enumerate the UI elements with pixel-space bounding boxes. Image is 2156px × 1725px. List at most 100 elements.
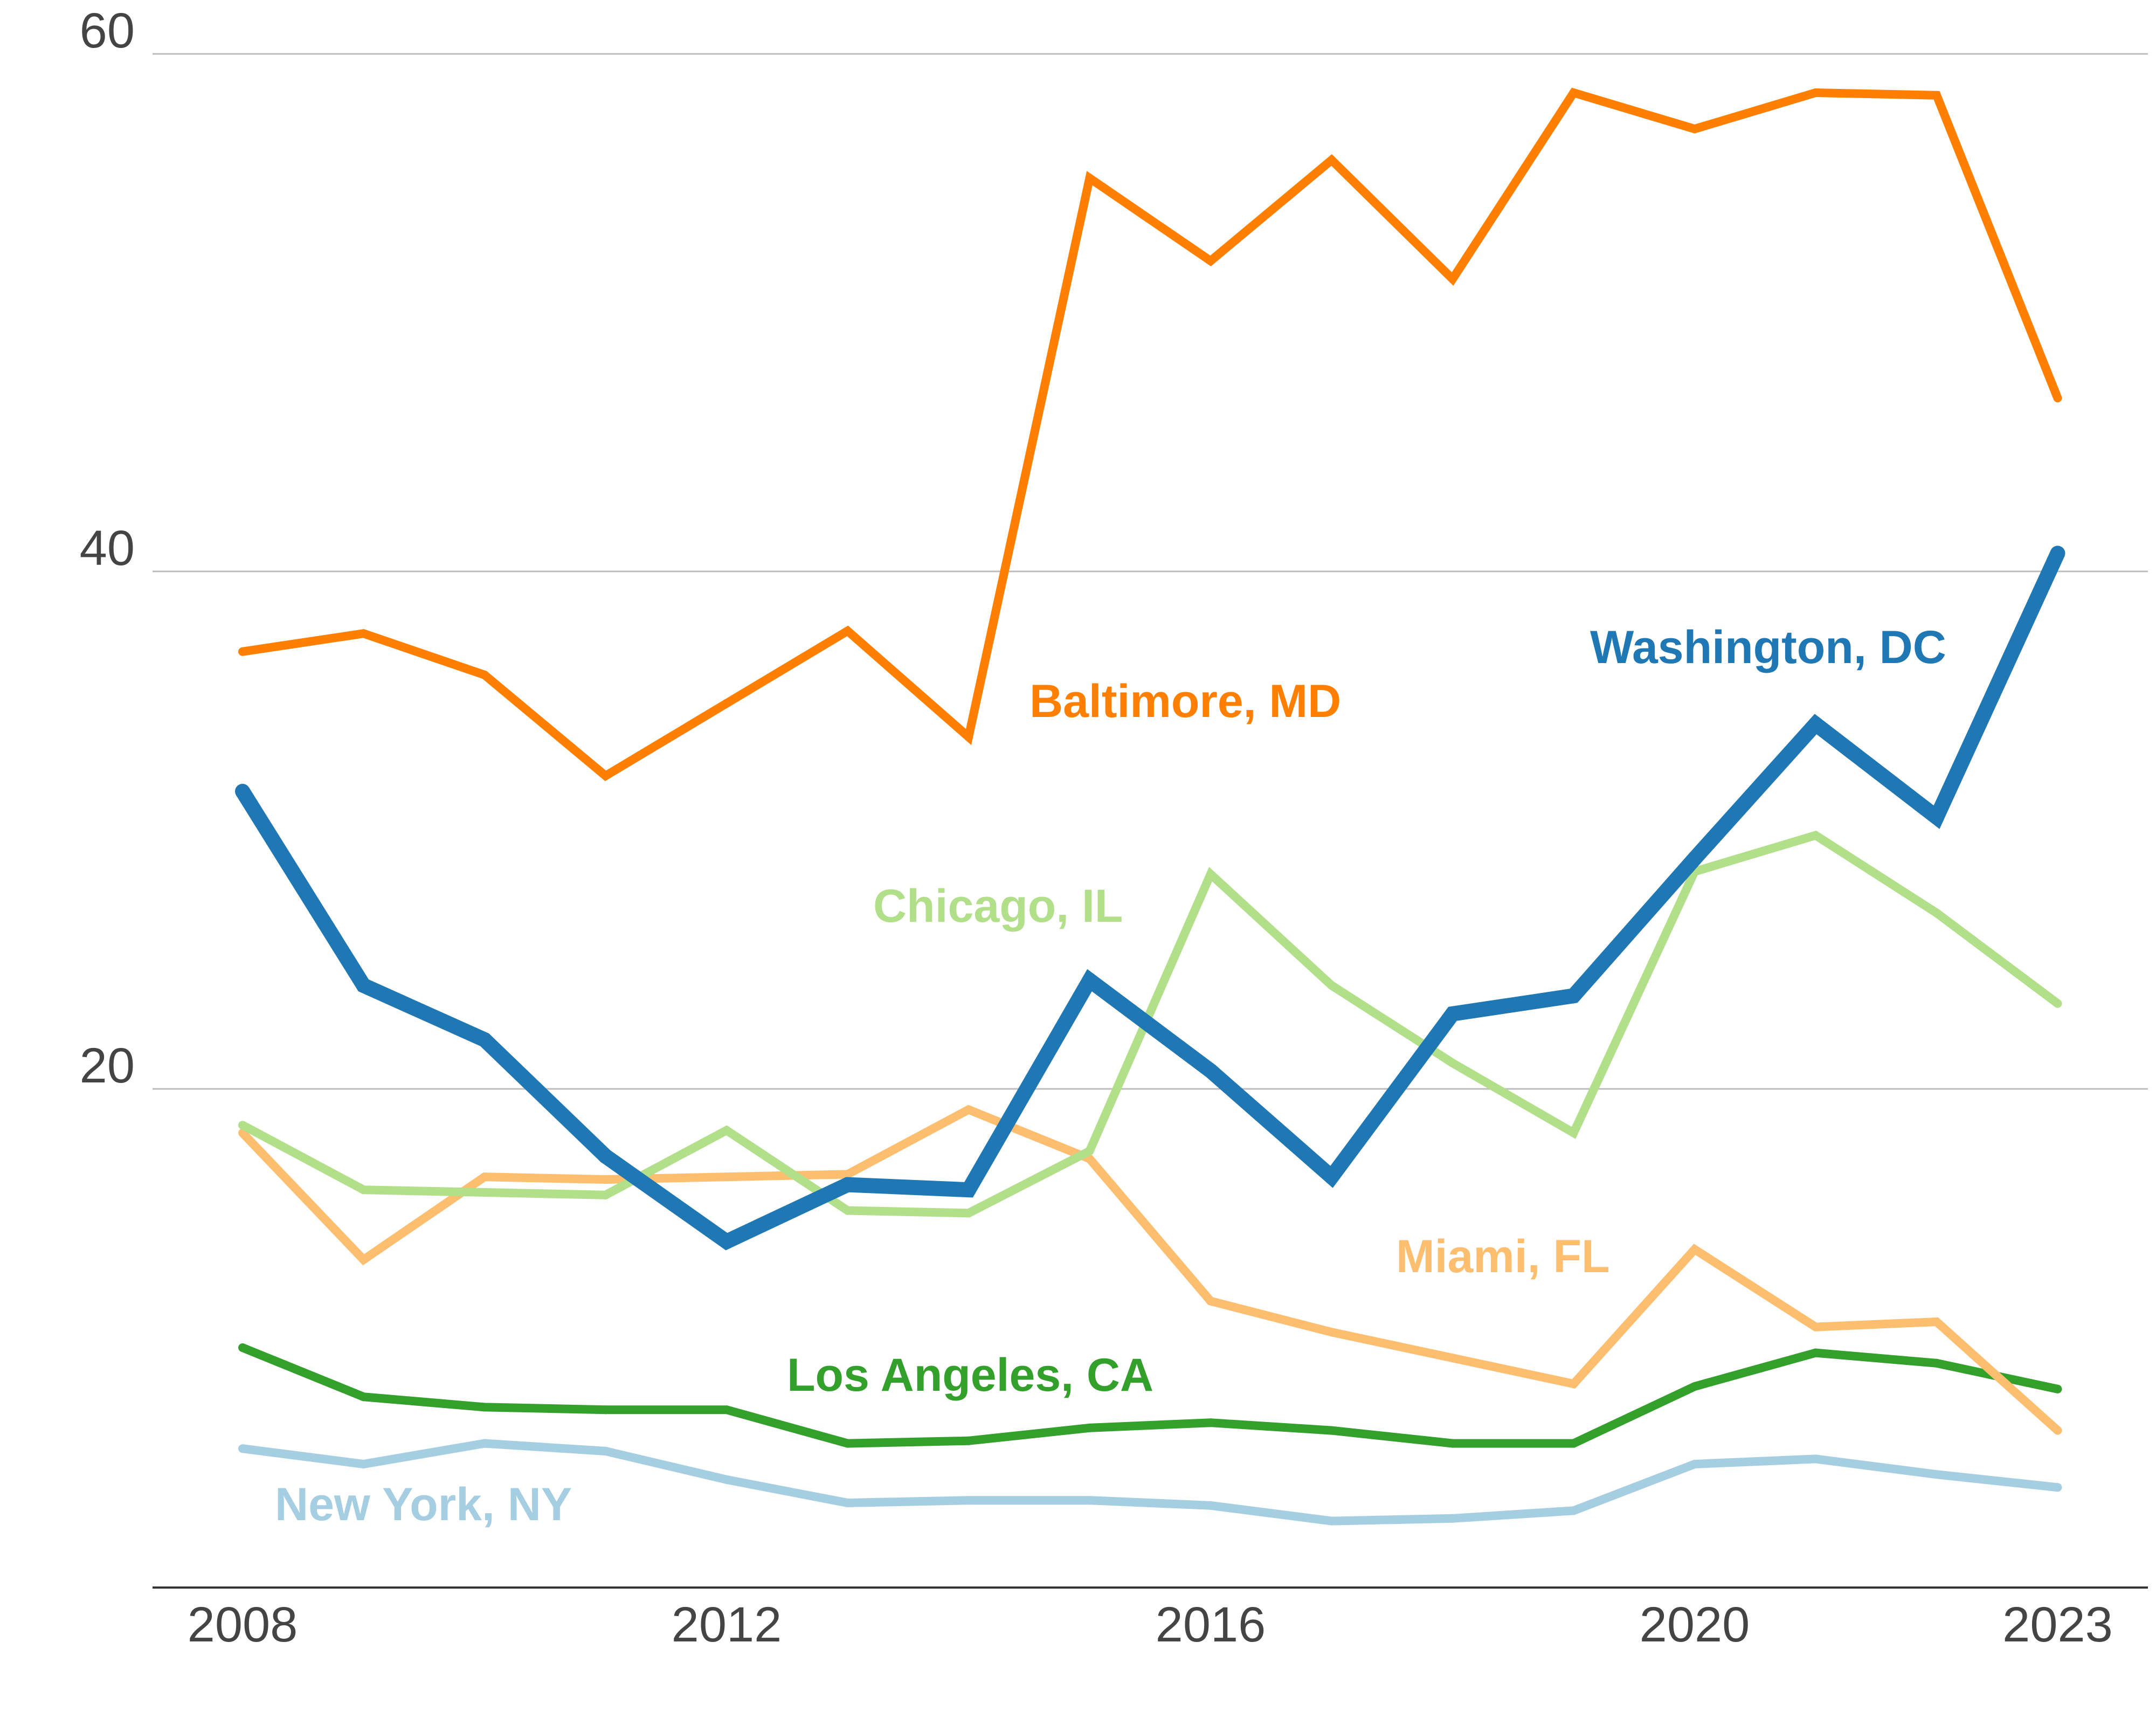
data-point-baltimore-md-2020 bbox=[1690, 125, 1699, 134]
data-point-chicago-il-2011 bbox=[601, 1190, 610, 1199]
series-labels: New York, NY Los Angeles, CA Miami, FL Chic… bbox=[275, 622, 1946, 1530]
data-point-chicago-il-2022 bbox=[1932, 908, 1941, 917]
data-point-new-york-ny-2022 bbox=[1932, 1470, 1941, 1479]
series-line-chicago-il bbox=[240, 830, 2061, 1218]
series-points-washington-dc bbox=[235, 546, 2065, 1250]
data-point-chicago-il-2021 bbox=[1811, 831, 1820, 840]
x-tick-label-2023: 2023 bbox=[2002, 1597, 2113, 1652]
data-point-new-york-ny-2021 bbox=[1811, 1454, 1820, 1464]
data-point-los-angeles-ca-2010 bbox=[480, 1403, 489, 1412]
data-point-miami-fl-2019 bbox=[1569, 1379, 1578, 1389]
data-point-baltimore-md-2010 bbox=[480, 671, 489, 679]
data-point-miami-fl-2009 bbox=[359, 1255, 368, 1264]
data-point-baltimore-md-2014 bbox=[964, 733, 973, 742]
x-tick-label-2016: 2016 bbox=[1156, 1597, 1266, 1652]
data-point-baltimore-md-2011 bbox=[601, 771, 610, 781]
data-point-baltimore-md-2016 bbox=[1206, 257, 1215, 265]
data-point-los-angeles-ca-2018 bbox=[1448, 1439, 1457, 1448]
data-point-miami-fl-2016 bbox=[1206, 1296, 1215, 1306]
data-point-baltimore-md-2018 bbox=[1448, 274, 1457, 284]
data-point-baltimore-md-2008 bbox=[238, 647, 247, 656]
y-tick-label-20: 20 bbox=[80, 1038, 135, 1093]
series-label-baltimore-md: Baltimore, MD bbox=[1029, 675, 1341, 727]
data-point-new-york-ny-2014 bbox=[964, 1496, 973, 1505]
series-points-baltimore-md bbox=[238, 88, 2062, 781]
data-point-washington-dc-2021 bbox=[1808, 716, 1823, 732]
data-point-miami-fl-2011 bbox=[601, 1175, 610, 1184]
data-point-baltimore-md-2013 bbox=[843, 626, 852, 636]
data-point-baltimore-md-2009 bbox=[359, 629, 368, 638]
data-point-chicago-il-2014 bbox=[964, 1209, 973, 1218]
data-point-chicago-il-2018 bbox=[1448, 1059, 1457, 1067]
y-tick-labels: 20 40 60 bbox=[80, 3, 135, 1093]
series-lines bbox=[235, 87, 2065, 1526]
data-point-washington-dc-2023 bbox=[2050, 546, 2065, 561]
series-points-new-york-ny bbox=[238, 1439, 2062, 1526]
data-point-los-angeles-ca-2016 bbox=[1206, 1418, 1215, 1427]
data-point-chicago-il-2019 bbox=[1569, 1128, 1578, 1137]
data-point-baltimore-md-2023 bbox=[2053, 394, 2062, 403]
data-point-los-angeles-ca-2008 bbox=[238, 1343, 247, 1352]
x-tick-label-2012: 2012 bbox=[672, 1597, 782, 1652]
gridlines bbox=[153, 53, 2148, 1090]
series-label-los-angeles-ca: Los Angeles, CA bbox=[787, 1349, 1153, 1401]
series-line-los-angeles-ca bbox=[240, 1343, 2059, 1448]
x-tick-labels: 2008 2012 2016 2020 2023 bbox=[188, 1597, 2113, 1652]
series-label-chicago-il: Chicago, IL bbox=[873, 880, 1123, 932]
data-point-chicago-il-2010 bbox=[480, 1188, 489, 1197]
data-point-new-york-ny-2020 bbox=[1690, 1460, 1699, 1468]
data-point-chicago-il-2012 bbox=[722, 1126, 731, 1135]
data-point-miami-fl-2021 bbox=[1811, 1322, 1820, 1331]
data-point-los-angeles-ca-2014 bbox=[964, 1436, 973, 1445]
data-point-miami-fl-2020 bbox=[1690, 1245, 1699, 1254]
data-point-baltimore-md-2019 bbox=[1569, 88, 1578, 97]
data-point-chicago-il-2017 bbox=[1327, 981, 1336, 990]
data-point-washington-dc-2017 bbox=[1324, 1169, 1339, 1185]
data-point-washington-dc-2014 bbox=[961, 1182, 976, 1198]
data-point-los-angeles-ca-2023 bbox=[2053, 1384, 2062, 1393]
data-point-miami-fl-2023 bbox=[2053, 1426, 2062, 1435]
data-point-miami-fl-2010 bbox=[480, 1172, 489, 1182]
data-point-miami-fl-2013 bbox=[843, 1170, 852, 1179]
data-point-miami-fl-2014 bbox=[964, 1105, 973, 1114]
data-point-new-york-ny-2016 bbox=[1206, 1501, 1215, 1510]
series-label-miami-fl: Miami, FL bbox=[1396, 1231, 1610, 1282]
data-point-chicago-il-2015 bbox=[1085, 1147, 1094, 1156]
series-line-miami-fl bbox=[239, 1105, 2061, 1434]
x-tick-label-2008: 2008 bbox=[188, 1597, 298, 1652]
series-line-new-york-ny bbox=[241, 1439, 2058, 1526]
data-point-miami-fl-2012 bbox=[722, 1172, 731, 1182]
data-point-new-york-ny-2015 bbox=[1085, 1496, 1094, 1505]
data-point-los-angeles-ca-2022 bbox=[1932, 1358, 1941, 1368]
data-point-new-york-ny-2017 bbox=[1327, 1516, 1336, 1526]
data-point-new-york-ny-2013 bbox=[843, 1499, 852, 1507]
data-point-chicago-il-2009 bbox=[359, 1185, 368, 1195]
data-point-baltimore-md-2022 bbox=[1932, 91, 1941, 100]
data-point-chicago-il-2013 bbox=[843, 1206, 852, 1215]
data-point-washington-dc-2012 bbox=[719, 1234, 734, 1250]
data-point-los-angeles-ca-2021 bbox=[1811, 1348, 1820, 1357]
series-points-los-angeles-ca bbox=[238, 1343, 2062, 1448]
data-point-los-angeles-ca-2009 bbox=[359, 1392, 368, 1402]
data-point-chicago-il-2023 bbox=[2053, 999, 2062, 1008]
data-point-washington-dc-2019 bbox=[1566, 988, 1581, 1004]
data-point-los-angeles-ca-2019 bbox=[1569, 1439, 1578, 1448]
data-point-chicago-il-2008 bbox=[238, 1121, 247, 1130]
data-point-baltimore-md-2015 bbox=[1085, 174, 1094, 183]
data-point-new-york-ny-2011 bbox=[601, 1447, 610, 1455]
series-label-new-york-ny: New York, NY bbox=[275, 1479, 572, 1530]
data-point-washington-dc-2009 bbox=[356, 978, 371, 993]
data-point-washington-dc-2015 bbox=[1082, 972, 1097, 988]
data-point-baltimore-md-2021 bbox=[1811, 88, 1820, 97]
data-point-miami-fl-2022 bbox=[1932, 1317, 1941, 1326]
y-tick-label-60: 60 bbox=[80, 3, 135, 58]
data-point-los-angeles-ca-2012 bbox=[722, 1405, 731, 1414]
data-point-los-angeles-ca-2015 bbox=[1085, 1423, 1094, 1432]
data-point-los-angeles-ca-2017 bbox=[1327, 1426, 1336, 1435]
data-point-los-angeles-ca-2020 bbox=[1690, 1382, 1699, 1391]
data-point-new-york-ny-2023 bbox=[2053, 1483, 2062, 1492]
series-line-baltimore-md bbox=[241, 87, 2062, 781]
data-point-baltimore-md-2012 bbox=[722, 699, 731, 708]
y-tick-label-40: 40 bbox=[80, 521, 135, 576]
